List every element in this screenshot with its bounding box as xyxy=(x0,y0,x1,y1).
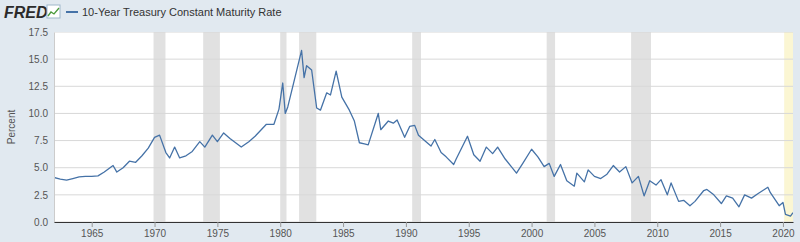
y-tick-label: 0.0 xyxy=(34,217,48,228)
x-tick: 2015 xyxy=(709,222,732,239)
x-tick-label: 2010 xyxy=(647,228,670,239)
logo-icon-box xyxy=(47,5,60,18)
legend-item: 10-Year Treasury Constant Maturity Rate xyxy=(66,6,282,18)
x-tick-mark xyxy=(343,222,344,227)
recession-band xyxy=(280,32,286,222)
x-tick-label: 1975 xyxy=(207,228,230,239)
y-tick: 12.5 xyxy=(29,81,54,92)
x-tick: 1985 xyxy=(332,222,355,239)
y-tick-label: 7.5 xyxy=(34,135,48,146)
x-tick-mark xyxy=(280,222,281,227)
highlight-band xyxy=(784,32,793,222)
y-tick-label: 12.5 xyxy=(29,81,49,92)
x-tick-mark xyxy=(594,222,595,227)
x-tick-mark xyxy=(469,222,470,227)
x-tick: 1965 xyxy=(81,222,104,239)
grid-line xyxy=(54,59,793,60)
recession-band xyxy=(203,32,220,222)
y-axis-title: Percent xyxy=(6,110,17,145)
x-tick-label: 1980 xyxy=(270,228,293,239)
plot-background xyxy=(54,32,793,222)
x-tick-label: 1995 xyxy=(458,228,481,239)
x-tick-mark xyxy=(532,222,533,227)
chart: 0.0 2.5 5.0 7.5 10.0 12.5 15.0 17.5 1965 1970 1975… xyxy=(0,0,800,242)
grid-line xyxy=(54,167,793,168)
logo: FRED xyxy=(4,4,48,21)
x-tick-mark xyxy=(783,222,784,227)
grid-line xyxy=(54,194,793,195)
x-tick-mark xyxy=(720,222,721,227)
recession-band xyxy=(547,32,555,222)
x-tick: 1980 xyxy=(270,222,293,239)
grid-line xyxy=(54,86,793,87)
grid-line xyxy=(54,113,793,114)
background xyxy=(0,0,800,242)
x-tick: 1970 xyxy=(144,222,167,239)
y-tick: 10.0 xyxy=(29,108,54,119)
logo-icon xyxy=(47,5,60,18)
x-tick: 2000 xyxy=(521,222,544,239)
recession-band xyxy=(299,32,316,222)
y-tick-label: 10.0 xyxy=(29,108,49,119)
recession-band xyxy=(631,32,651,222)
y-tick: 2.5 xyxy=(34,190,54,201)
x-tick-mark xyxy=(657,222,658,227)
x-tick-mark xyxy=(92,222,93,227)
x-tick: 2010 xyxy=(647,222,670,239)
x-tick-label: 1965 xyxy=(81,228,104,239)
y-axis-line xyxy=(54,33,55,223)
x-tick-label: 2000 xyxy=(521,228,544,239)
grid xyxy=(54,32,793,222)
series-line xyxy=(54,50,793,216)
x-tick-label: 2020 xyxy=(772,228,795,239)
y-tick: 7.5 xyxy=(34,135,54,146)
x-tick-label: 2015 xyxy=(709,228,732,239)
x-tick-mark xyxy=(217,222,218,227)
y-tick: 0.0 xyxy=(34,217,54,228)
plot-area xyxy=(54,32,793,222)
grid-line xyxy=(54,32,793,33)
recession-band xyxy=(154,32,166,222)
x-tick-label: 2005 xyxy=(584,228,607,239)
y-axis: 0.0 2.5 5.0 7.5 10.0 12.5 15.0 17.5 xyxy=(29,27,55,228)
legend-swatch xyxy=(66,11,78,13)
recession-band xyxy=(412,32,421,222)
x-tick-mark xyxy=(406,222,407,227)
y-tick-label: 5.0 xyxy=(34,162,48,173)
x-tick: 2005 xyxy=(584,222,607,239)
x-tick: 2020 xyxy=(772,222,795,239)
x-axis: 1965 1970 1975 1980 1985 1990 1995 2000 2005 2010… xyxy=(55,222,796,239)
y-tick: 15.0 xyxy=(29,54,54,65)
x-tick-mark xyxy=(155,222,156,227)
legend-label: 10-Year Treasury Constant Maturity Rate xyxy=(82,6,282,18)
x-tick: 1995 xyxy=(458,222,481,239)
x-tick: 1990 xyxy=(395,222,418,239)
y-tick: 17.5 xyxy=(29,27,54,38)
x-tick-label: 1990 xyxy=(395,228,418,239)
x-tick: 1975 xyxy=(207,222,230,239)
y-tick-label: 2.5 xyxy=(34,190,48,201)
x-axis-line xyxy=(55,222,794,223)
y-tick-label: 17.5 xyxy=(29,27,49,38)
logo-icon-line xyxy=(48,8,59,16)
grid-line xyxy=(54,222,793,223)
y-tick-label: 15.0 xyxy=(29,54,49,65)
x-tick-label: 1985 xyxy=(332,228,355,239)
x-tick-label: 1970 xyxy=(144,228,167,239)
y-tick: 5.0 xyxy=(34,162,54,173)
